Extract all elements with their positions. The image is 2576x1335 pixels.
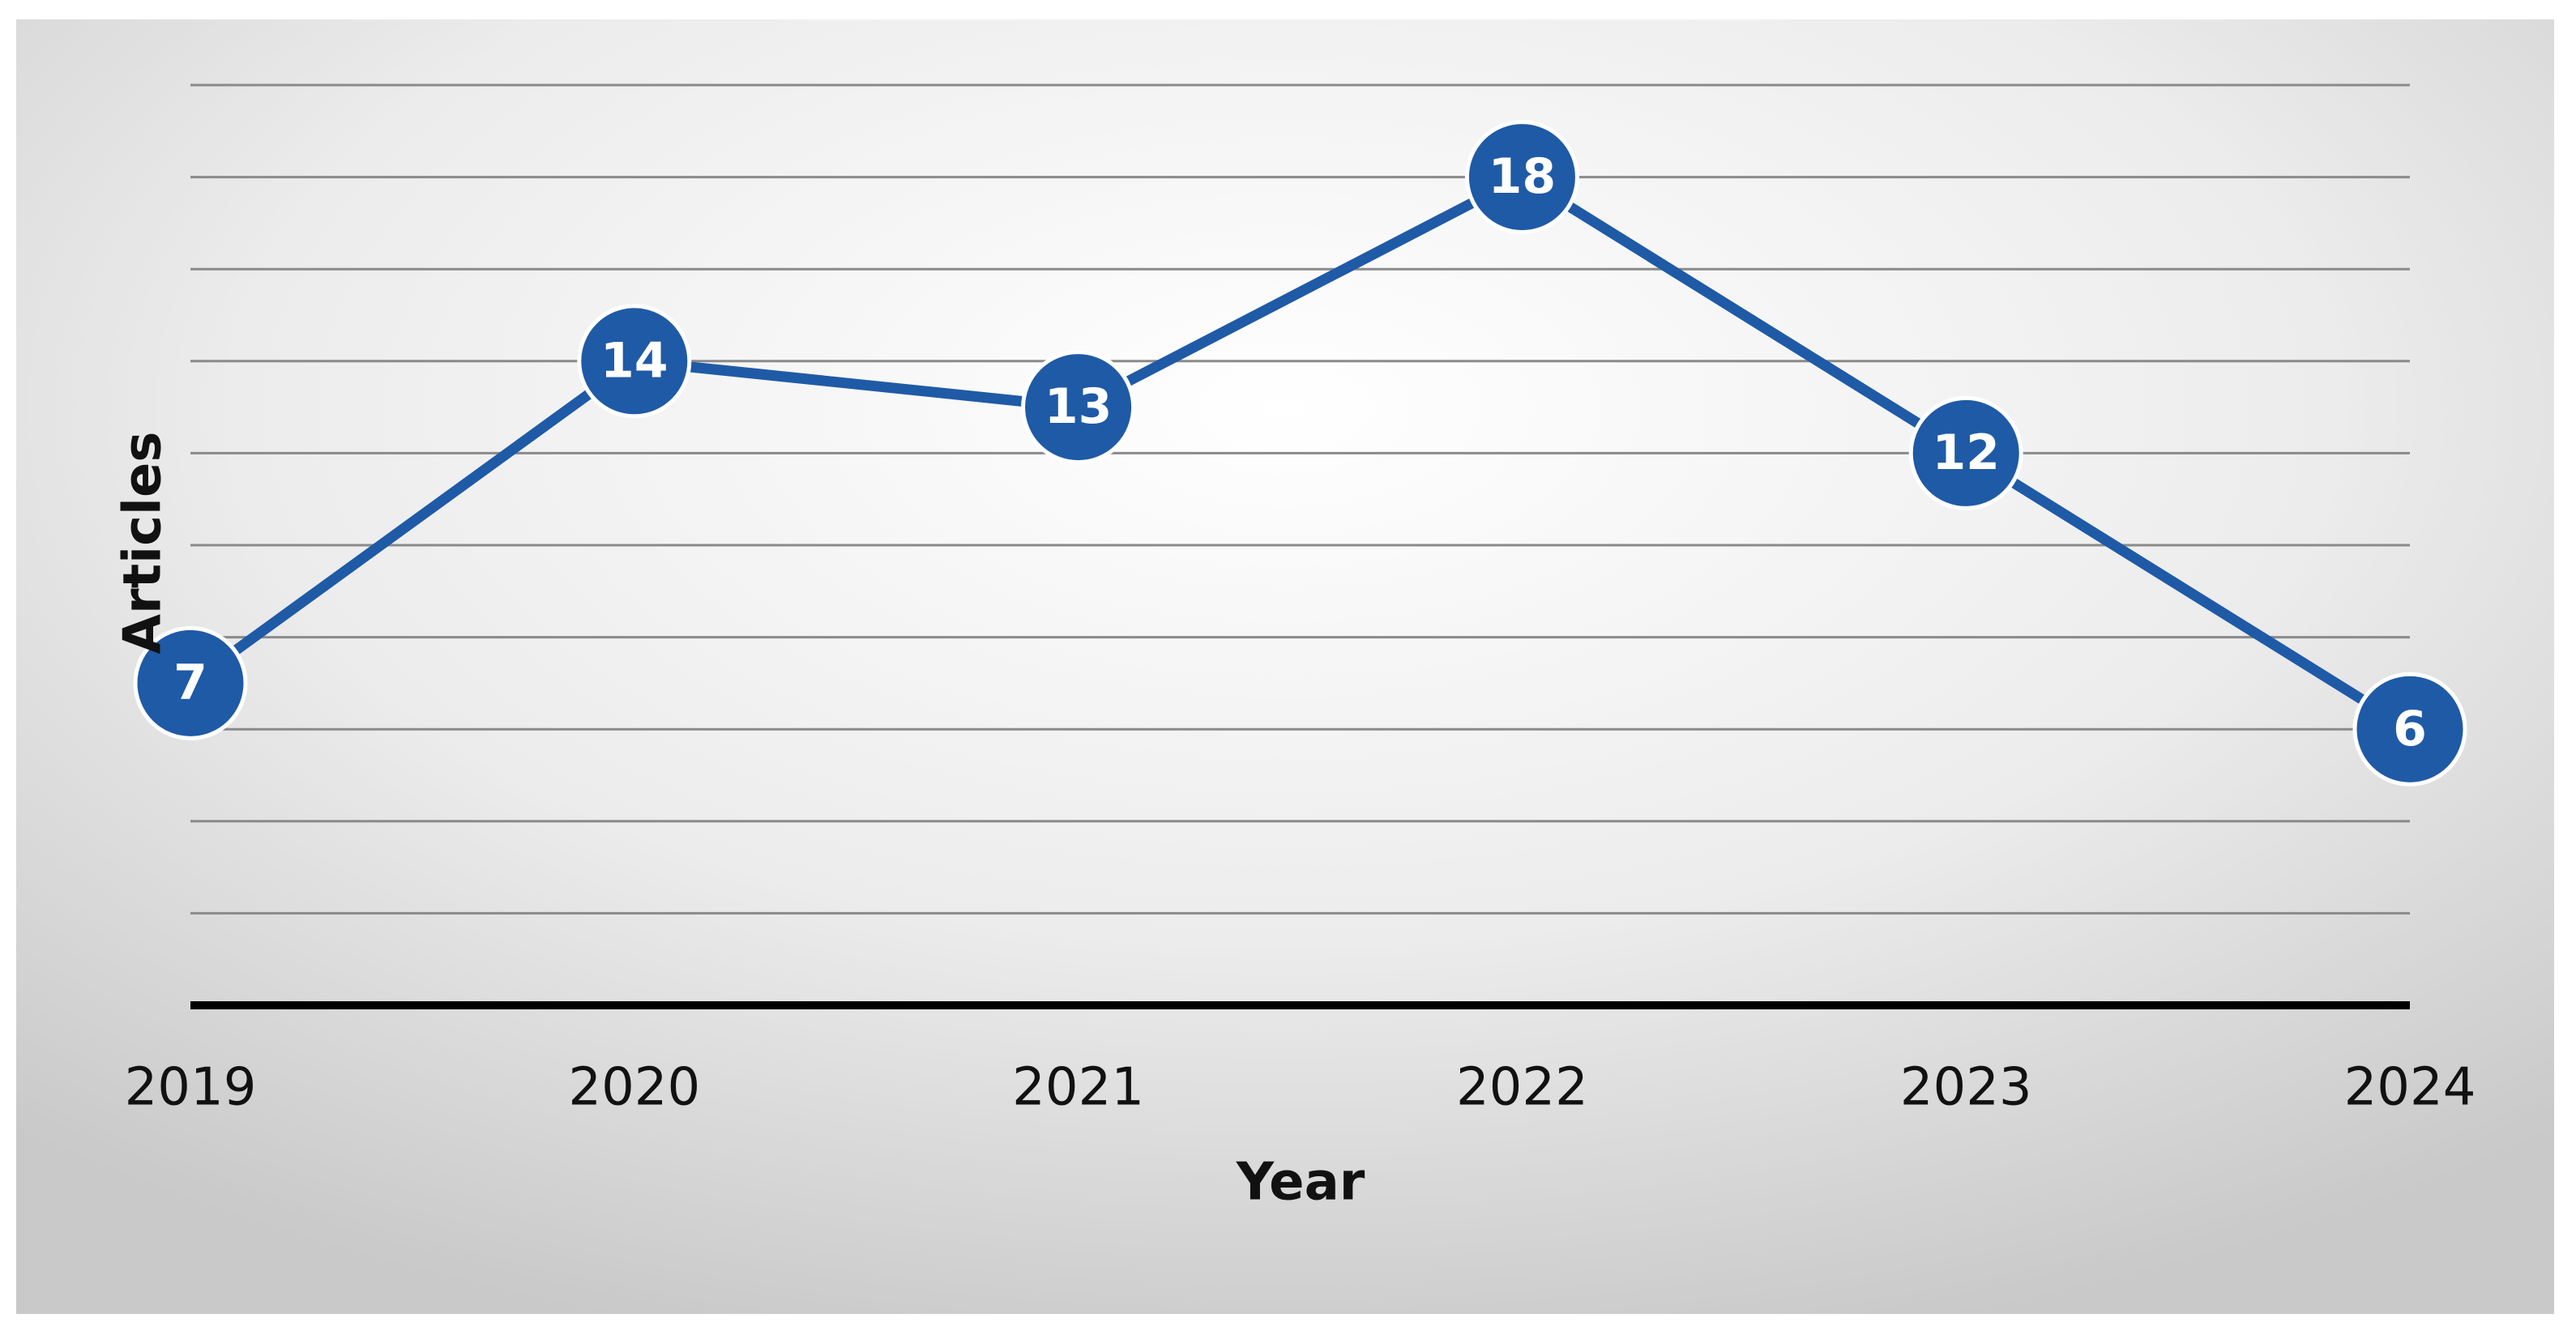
point bbox=[133, 625, 248, 740]
line bbox=[187, 172, 2413, 734]
data-label: 18 bbox=[1489, 148, 1557, 205]
data-label: 12 bbox=[1932, 424, 2000, 481]
chart-background bbox=[16, 19, 2554, 1314]
point bbox=[1021, 350, 1136, 465]
data-label: 13 bbox=[1044, 378, 1113, 435]
point bbox=[1908, 395, 2023, 510]
point bbox=[1464, 120, 1579, 235]
x-axis-title: Year bbox=[1236, 1153, 1365, 1213]
point bbox=[2352, 672, 2467, 787]
x-tick-label: 2019 bbox=[125, 1058, 257, 1118]
x-tick-label: 2020 bbox=[568, 1058, 700, 1118]
x-tick-label: 2024 bbox=[2344, 1058, 2476, 1118]
x-tick-label: 2022 bbox=[1456, 1058, 1588, 1118]
point bbox=[577, 304, 692, 419]
x-tick-label: 2021 bbox=[1012, 1058, 1144, 1118]
data-label: 6 bbox=[2393, 701, 2427, 757]
data-label: 14 bbox=[600, 332, 669, 389]
data-label: 7 bbox=[173, 655, 207, 711]
x-tick-label: 2023 bbox=[1900, 1058, 2032, 1118]
y-axis-title: Articles bbox=[113, 432, 173, 655]
